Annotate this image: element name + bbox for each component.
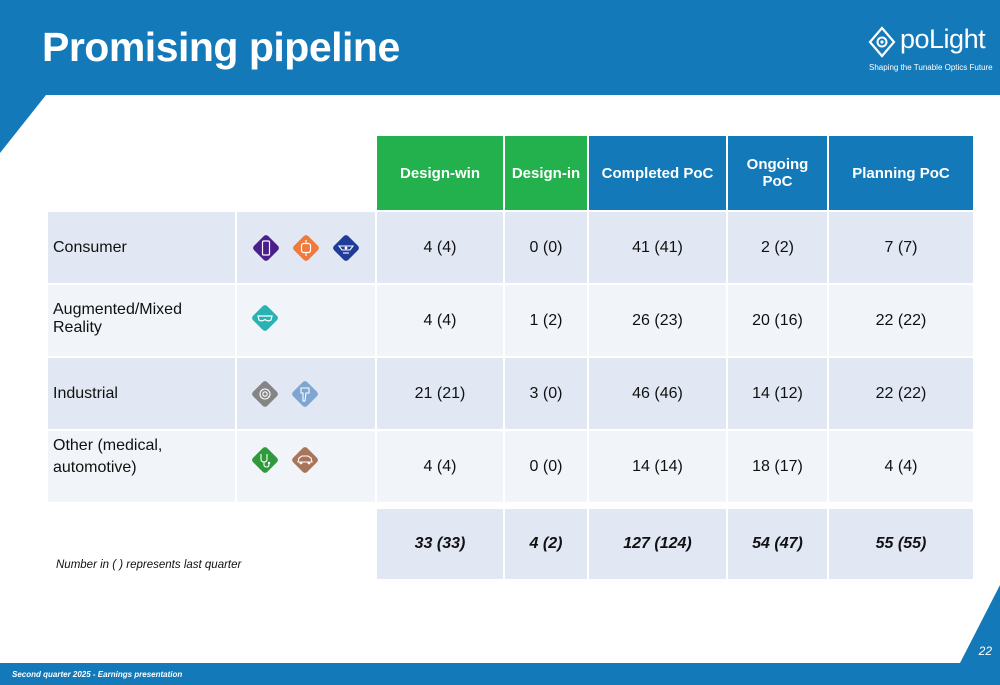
- segment-icons: [237, 358, 375, 429]
- value-planning-poc: 22 (22): [829, 285, 973, 356]
- polight-eye-icon: [868, 26, 896, 58]
- smartwatch-icon: [293, 234, 319, 261]
- camera-module-icon: [252, 380, 278, 407]
- table-row-ar-mr: Augmented/Mixed Reality 4 (4) 1 (2) 26 (…: [48, 285, 973, 356]
- segment-icons: [237, 285, 375, 356]
- smartphone-icon: [252, 234, 279, 261]
- value-planning-poc: 22 (22): [829, 358, 973, 429]
- value-design-win: 21 (21): [377, 358, 503, 429]
- column-header-planning-poc: Planning PoC: [829, 136, 973, 210]
- total-design-in: 4 (2): [505, 509, 587, 579]
- value-design-in: 3 (0): [505, 358, 587, 429]
- column-header-completed-poc: Completed PoC: [589, 136, 726, 210]
- value-completed-poc: 46 (46): [589, 358, 726, 429]
- company-logo: poLight Shaping the Tunable Optics Futur…: [868, 24, 993, 76]
- value-design-in: 0 (0): [505, 431, 587, 502]
- value-ongoing-poc: 18 (17): [728, 431, 827, 502]
- car-icon: [292, 447, 319, 473]
- pipeline-table: Design-win Design-in Completed PoC Ongoi…: [46, 134, 975, 581]
- column-header-design-in: Design-in: [505, 136, 587, 210]
- table-row-industrial: Industrial 21 (21) 3 (0) 46 (46) 14 (12)…: [48, 358, 973, 429]
- ar-glasses-icon: [252, 305, 278, 331]
- value-design-win: 4 (4): [377, 212, 503, 283]
- header-empty-icons: [237, 136, 375, 210]
- total-design-win: 33 (33): [377, 509, 503, 579]
- value-ongoing-poc: 2 (2): [728, 212, 827, 283]
- last-quarter-note: Number in ( ) represents last quarter: [48, 509, 375, 579]
- value-design-in: 0 (0): [505, 212, 587, 283]
- segment-label: Consumer: [48, 212, 235, 283]
- segment-label: Industrial: [48, 358, 235, 429]
- page-title: Promising pipeline: [42, 24, 400, 70]
- total-ongoing-poc: 54 (47): [728, 509, 827, 579]
- value-design-win: 4 (4): [377, 285, 503, 356]
- table-totals-row: Number in ( ) represents last quarter 33…: [48, 509, 973, 579]
- value-completed-poc: 14 (14): [589, 431, 726, 502]
- stethoscope-icon: [252, 447, 278, 473]
- value-design-in: 1 (2): [505, 285, 587, 356]
- logo-tagline: Shaping the Tunable Optics Future: [869, 63, 993, 72]
- column-header-design-win: Design-win: [377, 136, 503, 210]
- value-planning-poc: 7 (7): [829, 212, 973, 283]
- value-ongoing-poc: 20 (16): [728, 285, 827, 356]
- barcode-scanner-icon: [292, 380, 319, 407]
- table-row-other: Other (medical, automotive) 4 (4) 0 (0) …: [48, 431, 973, 502]
- value-completed-poc: 26 (23): [589, 285, 726, 356]
- table-header-row: Design-win Design-in Completed PoC Ongoi…: [48, 136, 973, 210]
- value-ongoing-poc: 14 (12): [728, 358, 827, 429]
- table-row-consumer: Consumer 4 (4): [48, 212, 973, 283]
- value-planning-poc: 4 (4): [829, 431, 973, 502]
- segment-icons: [237, 212, 375, 283]
- webcam-icon: [333, 234, 360, 261]
- logo-wordmark: poLight: [900, 24, 986, 54]
- total-planning-poc: 55 (55): [829, 509, 973, 579]
- total-completed-poc: 127 (124): [589, 509, 726, 579]
- value-design-win: 4 (4): [377, 431, 503, 502]
- value-completed-poc: 41 (41): [589, 212, 726, 283]
- page-number: 22: [978, 644, 992, 658]
- header-empty-segment: [48, 136, 235, 210]
- column-header-ongoing-poc: Ongoing PoC: [728, 136, 827, 210]
- segment-label: Augmented/Mixed Reality: [48, 285, 235, 356]
- footer-text: Second quarter 2025 - Earnings presentat…: [12, 670, 183, 679]
- table-spacer: [48, 504, 973, 507]
- segment-icons: [237, 431, 375, 502]
- segment-label: Other (medical, automotive): [48, 431, 235, 502]
